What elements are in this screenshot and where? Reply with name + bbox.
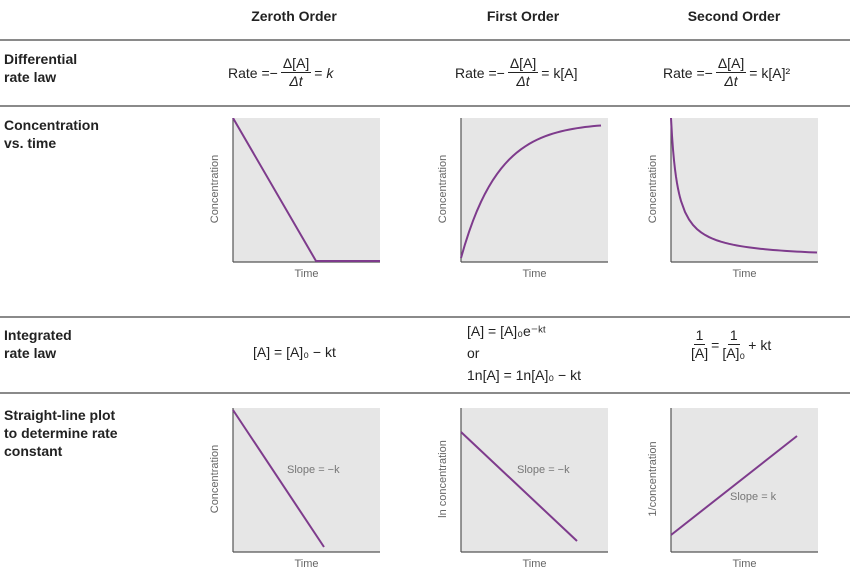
plot-area: [461, 118, 608, 262]
plot-area: [671, 118, 818, 262]
curve: [670, 118, 818, 254]
x-axis-label: Time: [522, 268, 547, 280]
denominator: Δt: [724, 73, 738, 89]
plot-area: [461, 408, 608, 552]
rate-law-second: Rate =− Δ[A] Δt = k[A]²: [663, 55, 790, 90]
divider: [0, 39, 850, 41]
rate-law-first: Rate =− Δ[A] Δt = k[A]: [455, 55, 578, 90]
equals: =: [711, 336, 720, 353]
header-zeroth-order: Zeroth Order: [251, 8, 337, 24]
rate-rhs: k[A]²: [761, 64, 791, 81]
plot: [460, 408, 608, 553]
x-axis-label: Time: [294, 558, 319, 570]
plus-kt: + kt: [748, 336, 772, 353]
y-axis-label: 1/concentration: [647, 441, 659, 517]
integrated-first-or: or: [467, 345, 480, 361]
fraction: 1 [A]₀: [722, 327, 745, 362]
plot: [670, 118, 818, 263]
integrated-first-ln: 1n[A] = 1n[A]₀ − kt: [467, 367, 581, 383]
y-axis-label: Concentration: [209, 154, 221, 224]
integrated-zeroth: [A] = [A]₀ − kt: [253, 344, 336, 360]
plot: [232, 118, 380, 263]
fraction: 1 [A]: [691, 327, 708, 362]
curve: [460, 431, 578, 542]
integrated-first-exp: [A] = [A]₀e⁻ᵏᵗ: [467, 323, 546, 339]
x-axis-label: Time: [732, 268, 757, 280]
plot-area: [233, 118, 380, 262]
row-label-straight-line: Straight-line plot to determine rate con…: [4, 407, 118, 459]
integrated-second: 1 [A] = 1 [A]₀ + kt: [688, 327, 771, 362]
curve: [460, 124, 602, 259]
row-label-concentration: Concentration vs. time: [4, 117, 99, 151]
divider: [0, 316, 850, 318]
x-axis-label: Time: [522, 558, 547, 570]
equals: =: [749, 64, 758, 81]
curve: [670, 435, 798, 536]
row-label-differential: Differential rate law: [4, 51, 78, 85]
curve: [232, 409, 325, 548]
rate-rhs: k[A]: [553, 64, 578, 81]
numerator: Δ[A]: [280, 55, 312, 73]
rate-prefix: Rate =−: [228, 64, 278, 81]
rate-prefix: Rate =−: [455, 64, 505, 81]
denominator: [A]: [691, 345, 709, 361]
rate-rhs: k: [326, 64, 334, 81]
x-axis-label: Time: [294, 268, 319, 280]
numerator: Δ[A]: [507, 55, 539, 73]
numerator: 1: [693, 327, 706, 345]
plot-area: [671, 408, 818, 552]
fraction: Δ[A] Δt: [715, 55, 747, 90]
slope-label: Slope = k: [730, 491, 777, 503]
denominator: [A]₀: [722, 345, 746, 361]
plot: [232, 408, 380, 553]
rate-prefix: Rate =−: [663, 64, 713, 81]
curve: [232, 118, 380, 262]
slope-label: Slope = −k: [287, 464, 340, 476]
denominator: Δt: [289, 73, 303, 89]
fraction: Δ[A] Δt: [507, 55, 539, 90]
y-axis-label: ln concentration: [437, 440, 449, 518]
y-axis-label: Concentration: [437, 154, 449, 224]
header-first-order: First Order: [486, 8, 560, 24]
equals: =: [541, 64, 550, 81]
denominator: Δt: [516, 73, 530, 89]
equals: =: [314, 64, 323, 81]
y-axis-label: Concentration: [647, 154, 659, 224]
x-axis-label: Time: [732, 558, 757, 570]
divider: [0, 392, 850, 394]
plot-area: [233, 408, 380, 552]
slope-label: Slope = −k: [517, 464, 570, 476]
plot: [670, 408, 818, 553]
header-second-order: Second Order: [687, 8, 781, 24]
numerator: 1: [727, 327, 740, 345]
numerator: Δ[A]: [715, 55, 747, 73]
rate-law-zeroth: Rate =− Δ[A] Δt = k: [228, 55, 333, 90]
fraction: Δ[A] Δt: [280, 55, 312, 90]
plot: [460, 118, 608, 263]
divider: [0, 105, 850, 107]
y-axis-label: Concentration: [209, 444, 221, 514]
row-label-integrated: Integrated rate law: [4, 327, 72, 361]
